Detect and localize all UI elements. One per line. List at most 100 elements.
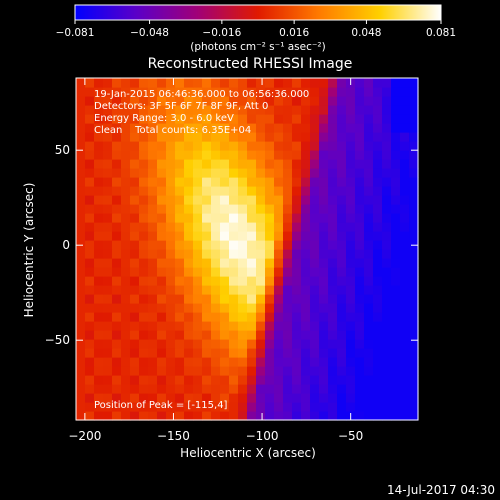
heatmap-cell xyxy=(121,384,131,394)
heatmap-cell xyxy=(193,249,203,259)
heatmap-cell xyxy=(409,321,419,331)
heatmap-cell xyxy=(310,348,320,358)
heatmap-cell xyxy=(103,114,113,124)
heatmap-cell xyxy=(274,384,284,394)
heatmap-cell xyxy=(157,402,167,412)
heatmap-cell xyxy=(292,303,302,313)
heatmap-cell xyxy=(256,105,266,115)
heatmap-cell xyxy=(319,393,329,403)
heatmap-cell xyxy=(301,267,311,277)
heatmap-cell xyxy=(121,87,131,97)
heatmap-cell xyxy=(121,123,131,133)
heatmap-cell xyxy=(355,249,365,259)
heatmap-cell xyxy=(139,78,149,88)
heatmap-cell xyxy=(400,105,410,115)
heatmap-cell xyxy=(328,222,338,232)
heatmap-cell xyxy=(211,384,221,394)
heatmap-cell xyxy=(94,96,104,106)
heatmap-cell xyxy=(391,402,401,412)
heatmap-cell xyxy=(301,195,311,205)
heatmap-cell xyxy=(373,339,383,349)
heatmap-cell xyxy=(319,366,329,376)
heatmap-cell xyxy=(175,168,185,178)
heatmap-cell xyxy=(220,402,230,412)
heatmap-cell xyxy=(319,357,329,367)
heatmap-cell xyxy=(94,384,104,394)
heatmap-cell xyxy=(85,312,95,322)
heatmap-cell xyxy=(310,375,320,385)
heatmap-cell xyxy=(346,150,356,160)
heatmap-cell xyxy=(85,321,95,331)
heatmap-cell xyxy=(346,393,356,403)
heatmap-cell xyxy=(94,195,104,205)
heatmap-cell xyxy=(193,303,203,313)
heatmap-cell xyxy=(112,330,122,340)
heatmap-cell xyxy=(364,294,374,304)
heatmap-cell xyxy=(337,105,347,115)
heatmap-cell xyxy=(130,168,140,178)
heatmap-cell xyxy=(373,402,383,412)
heatmap-cell xyxy=(382,285,392,295)
heatmap-cell xyxy=(130,150,140,160)
heatmap-cell xyxy=(382,258,392,268)
heatmap-cell xyxy=(112,258,122,268)
heatmap-cell xyxy=(400,357,410,367)
heatmap-cell xyxy=(400,204,410,214)
heatmap-cell xyxy=(364,384,374,394)
heatmap-cell xyxy=(130,402,140,412)
heatmap-cell xyxy=(391,339,401,349)
heatmap-cell xyxy=(148,105,158,115)
heatmap-cell xyxy=(166,105,176,115)
heatmap-cell xyxy=(292,312,302,322)
heatmap-cell xyxy=(220,141,230,151)
heatmap-cell xyxy=(319,195,329,205)
heatmap-cell xyxy=(256,150,266,160)
heatmap-cell xyxy=(184,132,194,142)
heatmap-cell xyxy=(94,213,104,223)
heatmap-cell xyxy=(157,321,167,331)
heatmap-cell xyxy=(103,87,113,97)
heatmap-cell xyxy=(355,276,365,286)
heatmap-cell xyxy=(85,267,95,277)
heatmap-cell xyxy=(364,267,374,277)
heatmap-cell xyxy=(193,177,203,187)
heatmap-cell xyxy=(175,348,185,358)
heatmap-cell xyxy=(364,357,374,367)
heatmap-cell xyxy=(229,249,239,259)
heatmap-cell xyxy=(139,357,149,367)
heatmap-cell xyxy=(247,330,257,340)
heatmap-cell xyxy=(409,123,419,133)
heatmap-cell xyxy=(157,123,167,133)
heatmap-cell xyxy=(121,186,131,196)
heatmap-cell xyxy=(400,186,410,196)
heatmap-cell xyxy=(400,375,410,385)
heatmap-cell xyxy=(409,222,419,232)
heatmap-cell xyxy=(247,195,257,205)
heatmap-cell xyxy=(121,78,131,88)
heatmap-cell xyxy=(220,267,230,277)
heatmap-cell xyxy=(76,123,86,133)
heatmap-cell xyxy=(256,303,266,313)
heatmap-cell xyxy=(193,258,203,268)
heatmap-cell xyxy=(292,285,302,295)
heatmap-cell xyxy=(175,177,185,187)
heatmap-cell xyxy=(382,123,392,133)
heatmap-cell xyxy=(85,141,95,151)
heatmap-cell xyxy=(211,402,221,412)
heatmap-cell xyxy=(409,330,419,340)
heatmap-cell xyxy=(400,150,410,160)
heatmap-cell xyxy=(103,204,113,214)
heatmap-cell xyxy=(337,177,347,187)
heatmap-cell xyxy=(148,195,158,205)
heatmap-cell xyxy=(121,375,131,385)
heatmap-cell xyxy=(400,393,410,403)
heatmap-cell xyxy=(220,375,230,385)
heatmap-cell xyxy=(247,276,257,286)
heatmap-cell xyxy=(283,312,293,322)
heatmap-cell xyxy=(193,294,203,304)
heatmap-cell xyxy=(202,366,212,376)
heatmap-cell xyxy=(220,159,230,169)
footer-date: 14-Jul-2017 04:30 xyxy=(387,483,495,497)
heatmap-cell xyxy=(157,303,167,313)
heatmap-cell xyxy=(229,357,239,367)
